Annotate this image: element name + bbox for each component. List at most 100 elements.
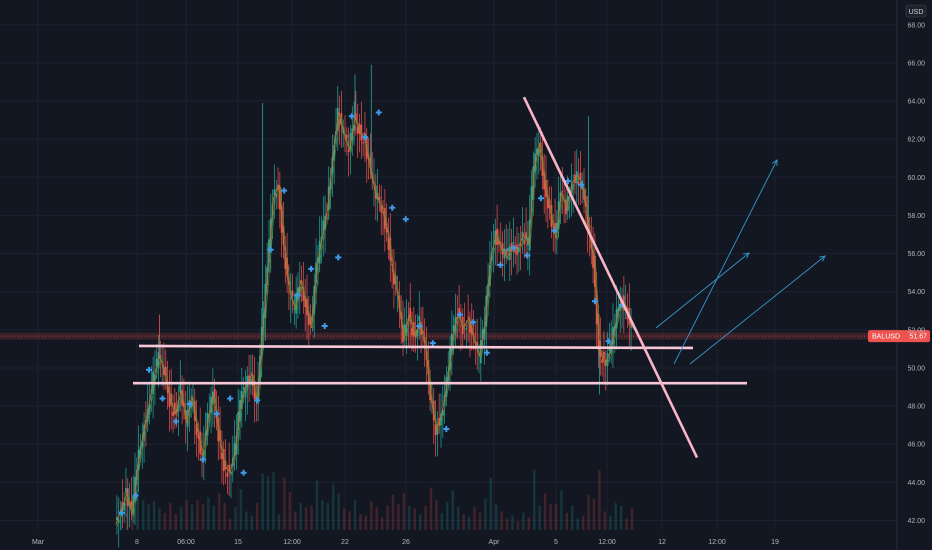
candle-body	[213, 388, 216, 404]
projection-arrow[interactable]	[655, 252, 750, 329]
arrow-head	[771, 159, 778, 167]
candle-body	[380, 204, 383, 213]
candle-body	[233, 443, 236, 457]
ma-marker	[281, 187, 288, 194]
ma-marker	[335, 254, 342, 261]
candle-body	[297, 287, 299, 295]
candle-body	[125, 488, 127, 493]
ma-marker	[200, 456, 207, 463]
candle-body	[197, 434, 200, 439]
volume-bar	[511, 515, 514, 530]
x-tick-label: Apr	[489, 539, 501, 546]
volume-bar	[228, 518, 232, 530]
y-tick-label: 46.00	[907, 442, 925, 449]
candle-body	[237, 411, 240, 431]
candle-body	[505, 249, 508, 256]
volume-bar	[348, 511, 351, 530]
ma-marker	[605, 338, 612, 345]
volume-bar	[587, 494, 590, 530]
volume-bar	[462, 514, 465, 530]
candle-body	[284, 253, 287, 269]
volume-bar	[152, 501, 156, 530]
candle-body	[519, 243, 522, 246]
candle-body	[507, 247, 509, 252]
candle-body	[173, 402, 176, 414]
volume-bar	[560, 490, 563, 530]
candle-body	[584, 196, 587, 207]
candle-body	[483, 327, 486, 341]
x-tick-label: 19	[771, 539, 779, 546]
candle-body	[579, 172, 582, 181]
ma-marker	[267, 246, 274, 253]
volume-bar	[467, 517, 471, 530]
ma-marker	[510, 244, 517, 251]
candle-body	[166, 385, 169, 393]
y-tick-label: 60.00	[907, 175, 925, 182]
trend-line[interactable]	[522, 96, 699, 459]
series-line	[115, 112, 633, 525]
candle-body	[393, 273, 395, 285]
price-series	[115, 112, 634, 527]
x-tick-label: Mar	[32, 539, 45, 546]
volume-bar	[625, 518, 628, 530]
candle-body	[177, 400, 180, 412]
ma-marker	[146, 366, 153, 373]
arrow-head	[743, 252, 750, 259]
volume-bar	[315, 480, 319, 530]
volume-bar	[288, 491, 292, 530]
candle-body	[155, 358, 158, 367]
volume-bar	[386, 505, 389, 530]
candle-body	[423, 336, 426, 343]
projection-arrow[interactable]	[689, 255, 826, 365]
ma-marker	[294, 292, 301, 299]
candle-body	[517, 247, 520, 253]
x-tick-label: 5	[554, 539, 558, 546]
candle-body	[159, 355, 162, 359]
volume-bar	[299, 503, 302, 530]
support-line-upper[interactable]	[138, 344, 694, 350]
volume-bar	[234, 507, 237, 530]
ma-marker	[402, 216, 409, 223]
ma-marker	[551, 227, 558, 234]
candle-body	[476, 341, 479, 346]
volume-bar	[380, 517, 384, 530]
volume-bar	[364, 515, 368, 530]
volume-bar	[440, 512, 444, 530]
candle-body	[525, 232, 527, 240]
candle-body	[141, 441, 144, 447]
volume-bar	[408, 505, 411, 530]
arrow-head	[819, 255, 826, 262]
volume-bar	[630, 508, 634, 530]
volume-bar	[571, 505, 574, 530]
ma-marker	[591, 298, 598, 305]
candle-body	[385, 228, 388, 233]
ma-marker	[470, 319, 477, 326]
ma-marker	[429, 340, 436, 347]
candle-body	[345, 134, 348, 139]
projection-arrow[interactable]	[673, 159, 778, 365]
ma-marker	[227, 395, 234, 402]
volume-bar	[158, 508, 161, 530]
drawing-tools[interactable]	[133, 96, 826, 459]
candle-body	[463, 324, 466, 326]
ma-marker	[483, 349, 490, 356]
ma-marker	[362, 134, 369, 141]
ma-marker	[173, 418, 180, 425]
series-line-secondary	[117, 114, 634, 527]
candle-body	[514, 250, 517, 253]
candle-body	[440, 413, 442, 426]
candle-body	[523, 240, 526, 245]
candle-body	[347, 150, 350, 152]
volume-bar	[533, 470, 536, 530]
volume-bar	[554, 504, 558, 530]
volume-bar	[489, 477, 492, 530]
volume-bar	[473, 507, 476, 530]
volume-bar	[321, 500, 324, 530]
candle-body	[441, 409, 444, 416]
volume-bar	[527, 517, 530, 530]
candle-body	[230, 471, 232, 474]
volume-bar	[397, 504, 400, 530]
candle-body	[467, 316, 470, 318]
volume-bar	[565, 512, 569, 530]
